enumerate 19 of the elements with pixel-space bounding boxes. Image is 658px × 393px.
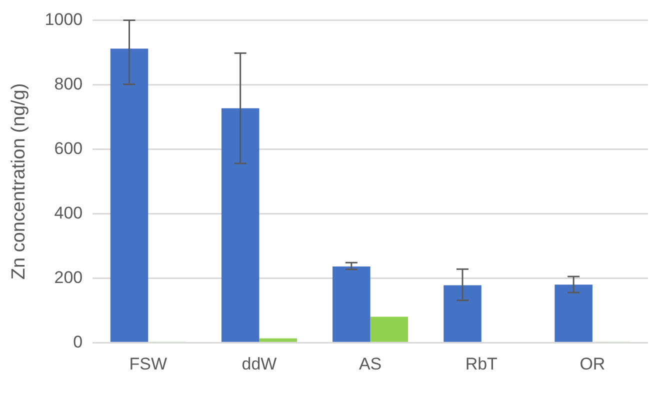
y-tick-label: 800 xyxy=(54,74,83,94)
y-tick-label: 400 xyxy=(54,203,83,222)
y-tick-label: 0 xyxy=(73,332,83,352)
y-axis-title: Zn concentration (ng/g) xyxy=(8,83,30,280)
bar xyxy=(444,285,482,342)
bar xyxy=(110,48,148,342)
x-tick-label: OR xyxy=(580,354,606,374)
bar xyxy=(554,284,592,342)
y-tick-label: 600 xyxy=(54,138,83,158)
bar xyxy=(221,108,260,342)
x-tick-label: AS xyxy=(358,354,382,374)
y-tick-label: 1000 xyxy=(44,10,83,29)
x-tick-label: FSW xyxy=(129,354,168,374)
x-tick-label: ddW xyxy=(242,354,277,374)
bar xyxy=(370,316,408,342)
x-tick-label: RbT xyxy=(465,354,498,374)
bar xyxy=(259,338,297,342)
bar xyxy=(332,266,370,342)
y-tick-label: 200 xyxy=(54,268,83,287)
